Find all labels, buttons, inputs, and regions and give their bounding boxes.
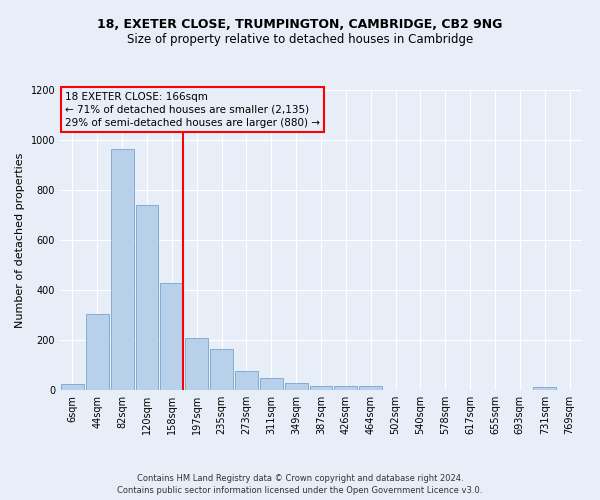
Text: 18, EXETER CLOSE, TRUMPINGTON, CAMBRIDGE, CB2 9NG: 18, EXETER CLOSE, TRUMPINGTON, CAMBRIDGE… <box>97 18 503 30</box>
Bar <box>285 382 308 390</box>
Bar <box>61 384 84 390</box>
Bar <box>111 149 134 390</box>
Bar <box>533 387 556 390</box>
Bar <box>185 338 208 390</box>
Bar <box>235 371 258 390</box>
Text: Contains HM Land Registry data © Crown copyright and database right 2024.
Contai: Contains HM Land Registry data © Crown c… <box>118 474 482 495</box>
Bar <box>334 386 357 390</box>
Bar <box>210 349 233 390</box>
Bar <box>260 378 283 390</box>
Text: 18 EXETER CLOSE: 166sqm
← 71% of detached houses are smaller (2,135)
29% of semi: 18 EXETER CLOSE: 166sqm ← 71% of detache… <box>65 92 320 128</box>
Y-axis label: Number of detached properties: Number of detached properties <box>15 152 25 328</box>
Bar <box>310 386 332 390</box>
Bar <box>136 205 158 390</box>
Bar <box>160 282 183 390</box>
Bar <box>359 386 382 390</box>
Text: Size of property relative to detached houses in Cambridge: Size of property relative to detached ho… <box>127 32 473 46</box>
Bar <box>86 314 109 390</box>
